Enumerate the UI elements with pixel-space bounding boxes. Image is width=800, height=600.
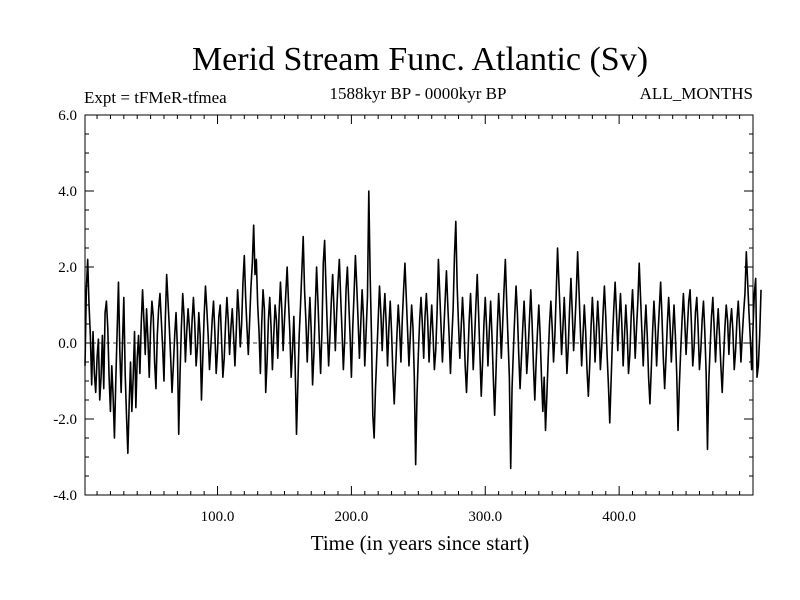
y-tick-label: 6.0 (58, 108, 77, 124)
x-axis-label: Time (in years since start) (311, 531, 530, 555)
experiment-label: Expt = tFMeR-tfmea (84, 88, 227, 107)
y-tick-label: -2.0 (53, 412, 77, 428)
plot-frame (84, 114, 754, 496)
y-tick-label: 0.0 (58, 336, 77, 352)
x-tick-label: 100.0 (201, 509, 235, 525)
y-tick-label: 2.0 (58, 260, 77, 276)
series-line (84, 190, 762, 470)
chart-title: Merid Stream Func. Atlantic (Sv) (192, 41, 648, 78)
y-tick-label: 4.0 (58, 184, 77, 200)
x-tick-label: 400.0 (602, 509, 636, 525)
months-label: ALL_MONTHS (640, 84, 753, 103)
x-tick-label: 200.0 (335, 509, 369, 525)
y-tick-label: -4.0 (53, 488, 77, 504)
chart-subtitle: 1588kyr BP - 0000kyr BP (330, 84, 507, 103)
x-tick-label: 300.0 (468, 509, 502, 525)
